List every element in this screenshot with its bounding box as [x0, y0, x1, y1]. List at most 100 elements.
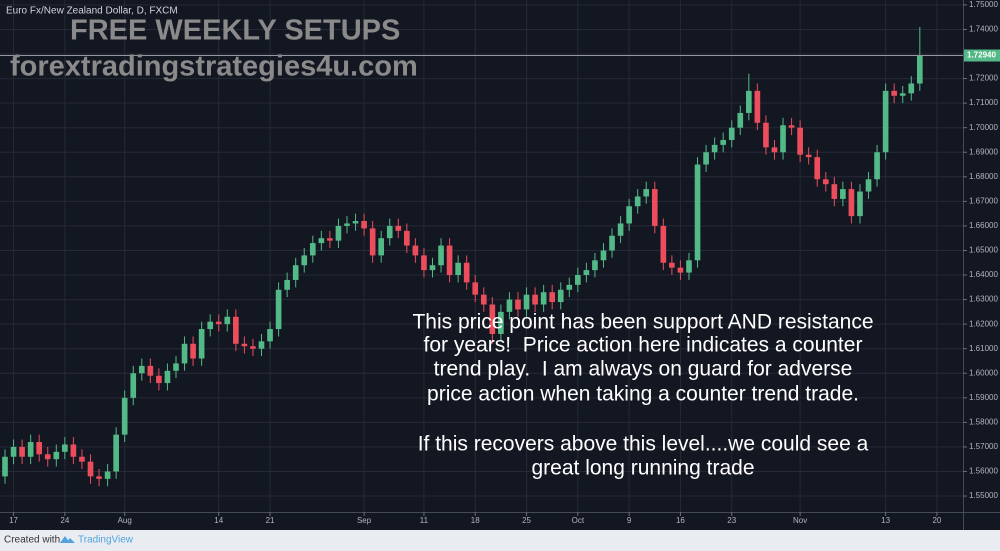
candle-body: [857, 191, 863, 217]
candle-body: [515, 299, 521, 310]
candle-body: [814, 157, 821, 180]
candle-body: [2, 456, 8, 477]
y-tick-label: 1.74000: [969, 25, 998, 34]
candle-body: [848, 189, 855, 217]
y-tick-label: 1.58000: [969, 417, 998, 426]
candle-body: [728, 127, 735, 140]
x-tick-label: 24: [60, 516, 69, 525]
annotation-line: This price point has been support AND re…: [412, 311, 873, 334]
candle-body: [600, 250, 607, 261]
candle-body: [27, 442, 34, 457]
candle-body: [147, 365, 154, 376]
candle-body: [780, 125, 786, 153]
candle-body: [498, 311, 504, 334]
candle-body: [506, 299, 513, 312]
x-tick-label: 9: [627, 516, 632, 525]
candle-body: [233, 316, 239, 344]
x-tick-label: 17: [9, 516, 18, 525]
candle-body: [446, 245, 453, 276]
candle-body: [224, 316, 231, 325]
candle-body: [352, 221, 359, 224]
candle-body: [489, 304, 496, 334]
y-tick-label: 1.67000: [969, 196, 998, 205]
candle-body: [891, 90, 897, 96]
footer-brand[interactable]: TradingView: [78, 535, 134, 546]
candle-body: [763, 122, 769, 148]
x-tick-label: 20: [932, 516, 941, 525]
candle-body: [754, 90, 761, 123]
y-tick-label: 1.60000: [969, 368, 998, 377]
candle-body: [53, 451, 60, 460]
tradingview-logo[interactable]: [60, 536, 75, 543]
candle-body: [10, 446, 17, 457]
candle-body: [771, 147, 778, 153]
x-tick-label: 13: [881, 516, 890, 525]
candle-body: [87, 461, 94, 477]
candle-body: [617, 223, 624, 236]
annotation-line: If this recovers above this level....we …: [418, 433, 869, 456]
x-tick-label: 18: [471, 516, 480, 525]
candle-body: [36, 442, 43, 455]
candles: [2, 27, 923, 487]
y-tick-label: 1.55000: [969, 491, 998, 500]
candle-body: [361, 221, 367, 229]
candle-body: [309, 243, 316, 256]
y-tick-label: 1.66000: [969, 221, 998, 230]
y-tick-label: 1.75000: [969, 0, 998, 9]
background: [0, 0, 1000, 530]
candle-body: [532, 294, 538, 305]
candle-body: [369, 228, 376, 256]
y-tick-label: 1.59000: [969, 393, 998, 402]
candle-body: [250, 346, 256, 349]
candle-body: [421, 255, 427, 271]
candle-body: [634, 196, 641, 207]
x-tick-label: 16: [676, 516, 685, 525]
candle-body: [215, 321, 222, 325]
y-tick-label: 1.57000: [969, 442, 998, 451]
candle-body: [335, 225, 342, 241]
watermark: FREE WEEKLY SETUPS: [70, 15, 400, 47]
x-tick-label: Nov: [793, 516, 807, 525]
candle-body: [438, 245, 444, 266]
candle-body: [703, 152, 709, 165]
y-tick-label: 1.72000: [969, 74, 998, 83]
candle-body: [113, 434, 119, 472]
candle-body: [626, 206, 632, 224]
candle-body: [523, 294, 530, 310]
y-tick-label: 1.71000: [969, 98, 998, 107]
candle-body: [378, 238, 385, 256]
candle-body: [301, 255, 308, 266]
candle-body: [822, 179, 829, 185]
candle-body: [138, 365, 145, 374]
candle-body: [874, 152, 880, 180]
annotation-line: for years! Price action here indicates a…: [424, 334, 863, 357]
candle-body: [327, 238, 333, 241]
candle-body: [575, 275, 581, 285]
y-tick-label: 1.70000: [969, 123, 998, 132]
annotation-line: price action when taking a counter trend…: [427, 383, 859, 406]
x-tick-label: Sep: [357, 516, 372, 525]
annotation-line: great long running trade: [532, 457, 755, 480]
watermark: forextradingstrategies4u.com: [10, 51, 418, 83]
candle-body: [284, 279, 290, 290]
candle-body: [746, 90, 752, 113]
x-tick-label: 21: [266, 516, 275, 525]
y-tick-label: 1.65000: [969, 246, 998, 255]
candle-body: [557, 289, 564, 303]
candle-body: [130, 373, 137, 398]
candle-body: [609, 235, 615, 251]
candle-body: [386, 225, 393, 239]
candle-body: [19, 446, 25, 457]
candle-body: [412, 245, 419, 256]
candle-body: [711, 144, 718, 153]
x-tick-label: 23: [727, 516, 736, 525]
x-tick-label: 11: [420, 516, 429, 525]
candle-body: [455, 262, 461, 276]
candle-body: [429, 265, 436, 271]
candle-body: [121, 397, 128, 435]
candle-body: [840, 189, 846, 199]
candle-body: [592, 260, 598, 271]
candle-body: [805, 154, 812, 158]
candle-body: [44, 454, 51, 460]
